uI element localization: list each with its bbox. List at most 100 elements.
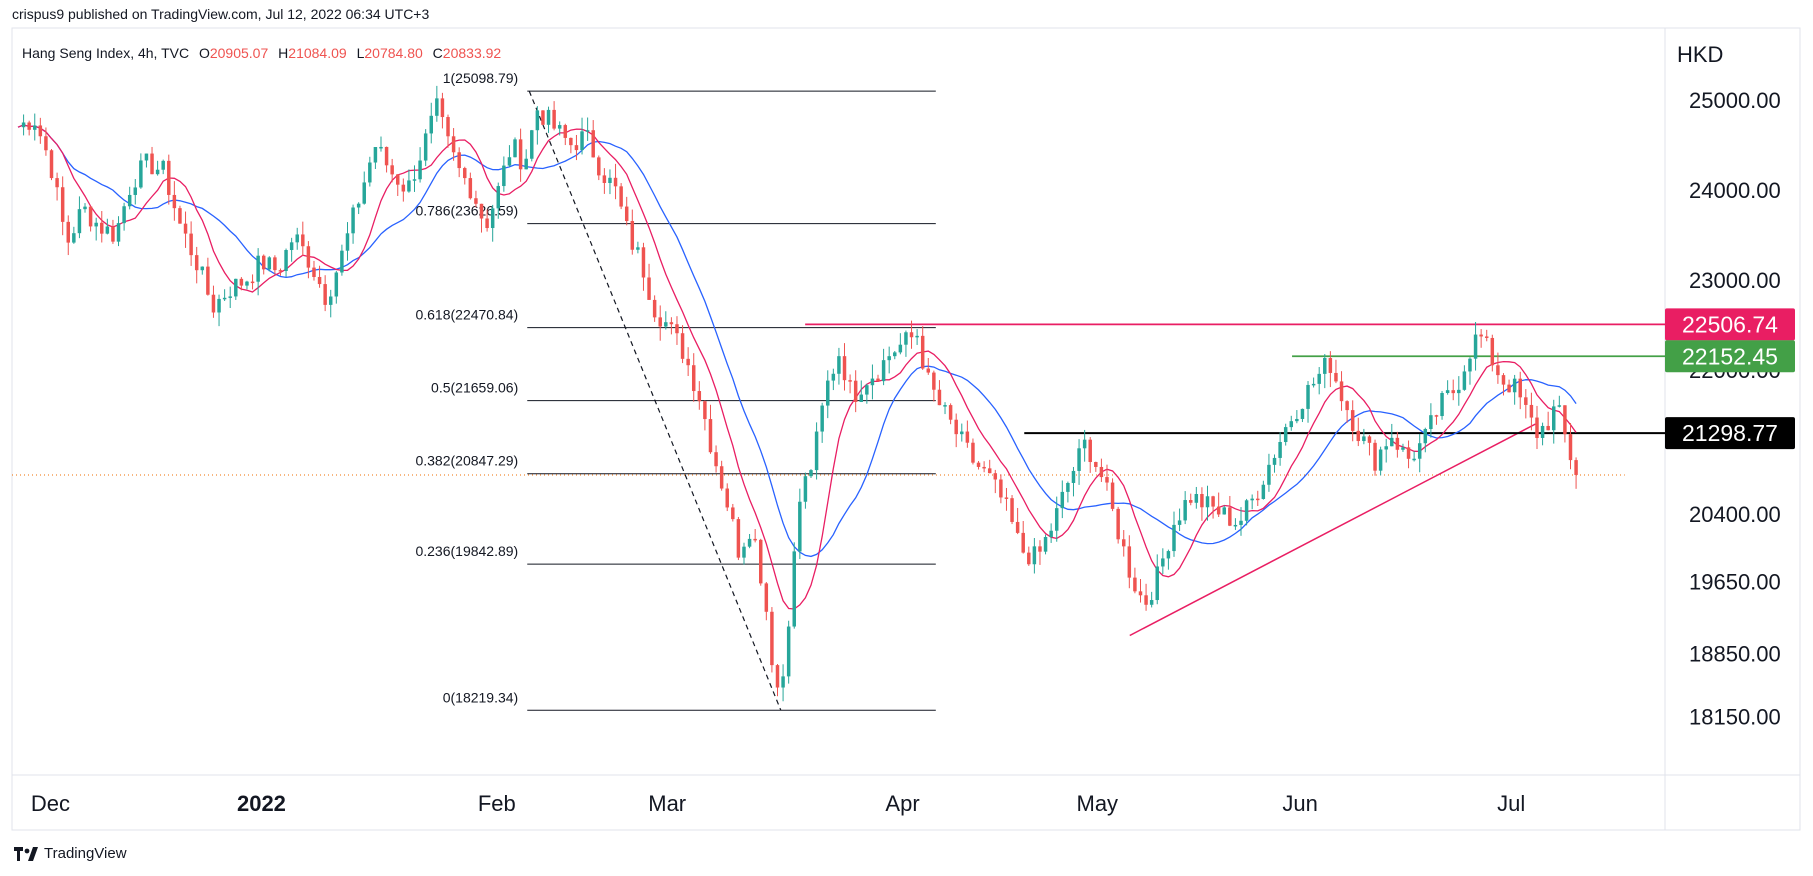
candle-body — [798, 501, 802, 552]
candle-body — [1507, 384, 1511, 393]
candle-body — [1278, 442, 1282, 458]
candle-body — [1127, 546, 1132, 578]
candle-body — [100, 222, 104, 234]
candle-body — [1323, 358, 1327, 374]
candle-body — [49, 150, 54, 179]
candle-body — [155, 169, 160, 175]
fib-level-label: 0.382(20847.29) — [415, 453, 518, 469]
candle-body — [630, 221, 635, 250]
candle-body — [546, 109, 551, 125]
fib-level-label: 0.5(21659.06) — [431, 380, 518, 396]
candle-body — [831, 373, 836, 381]
level-price-badge — [1665, 308, 1795, 341]
candle-body — [1473, 334, 1478, 359]
candle-body — [161, 160, 165, 170]
candle-body — [842, 356, 847, 381]
candle-body — [1105, 477, 1109, 483]
candle-body — [485, 218, 489, 229]
footer-brand[interactable]: TradingView — [14, 845, 127, 862]
candle-body — [55, 178, 59, 188]
x-tick-label: Dec — [31, 791, 70, 816]
candle-body — [865, 385, 869, 395]
level-price-label: 22152.45 — [1682, 343, 1778, 369]
candle-body — [267, 257, 272, 270]
candle-body — [513, 139, 517, 158]
candle-body — [613, 177, 618, 187]
published-by-line: crispus9 published on TradingView.com, J… — [12, 6, 430, 22]
candle-body — [591, 130, 595, 158]
candle-body — [200, 266, 205, 271]
candle-body — [33, 125, 37, 130]
candle-body — [1367, 436, 1372, 443]
chart-legend: Hang Seng Index, 4h, TVC O20905.07 H2108… — [22, 45, 501, 61]
candle-body — [876, 378, 880, 382]
candle-body — [1568, 434, 1573, 461]
candle-body — [234, 278, 238, 297]
candle-body — [273, 257, 277, 271]
candle-body — [569, 137, 573, 146]
candle-body — [1256, 498, 1260, 501]
candle-body — [72, 233, 76, 243]
candle-body — [1082, 439, 1087, 449]
candle-body — [837, 356, 841, 374]
candle-body — [1088, 439, 1092, 463]
candle-body — [1116, 508, 1120, 540]
legend-symbol[interactable]: Hang Seng Index, 4h, TVC — [22, 45, 190, 61]
candle-body — [1445, 390, 1450, 394]
candle-body — [764, 583, 769, 612]
candle-body — [753, 538, 757, 541]
x-tick-label: Jul — [1497, 791, 1525, 816]
candle-body — [351, 207, 355, 234]
candle-body — [502, 165, 506, 187]
candle-body — [1099, 466, 1104, 478]
candle-body — [435, 98, 439, 116]
candle-body — [21, 122, 26, 128]
candle-body — [379, 146, 383, 149]
candle-body — [937, 389, 942, 406]
candle-body — [1183, 500, 1187, 521]
candle-body — [133, 187, 138, 195]
candle-body — [412, 179, 417, 181]
candle-body — [217, 298, 221, 313]
candle-body — [664, 322, 668, 327]
candle-body — [356, 203, 361, 208]
candle-body — [194, 255, 199, 271]
candle-body — [172, 194, 177, 209]
candle-body — [38, 125, 43, 137]
candle-body — [530, 130, 534, 159]
candle-body — [1060, 491, 1065, 509]
candle-body — [1328, 358, 1333, 373]
candle-body — [1200, 494, 1204, 508]
candle-body — [105, 226, 110, 234]
candle-body — [585, 130, 590, 132]
candle-body — [261, 255, 266, 270]
candle-body — [396, 174, 400, 185]
candle-body — [770, 611, 774, 666]
candle-body — [390, 165, 394, 175]
candle-body — [150, 153, 154, 175]
x-tick-label: 2022 — [237, 791, 286, 816]
candle-body — [1177, 520, 1182, 525]
legend-open-value: 20905.07 — [209, 45, 269, 61]
candle-body — [552, 109, 556, 129]
candle-body — [306, 246, 311, 268]
candle-body — [1021, 532, 1025, 553]
candle-body — [976, 462, 981, 467]
candle-body — [1496, 365, 1500, 376]
candle-body — [77, 209, 82, 234]
candle-body — [490, 208, 495, 229]
candle-body — [1267, 464, 1271, 485]
candle-body — [167, 160, 171, 195]
candle-body — [139, 160, 143, 188]
candle-body — [859, 394, 864, 402]
candle-body — [1440, 393, 1444, 417]
candle-body — [328, 296, 333, 305]
candle-body — [1334, 372, 1338, 382]
candle-body — [708, 419, 713, 453]
candle-body — [1205, 496, 1210, 508]
candle-body — [1149, 600, 1154, 605]
candle-body — [647, 277, 651, 300]
candle-body — [853, 380, 858, 402]
x-tick-label: May — [1077, 791, 1119, 816]
